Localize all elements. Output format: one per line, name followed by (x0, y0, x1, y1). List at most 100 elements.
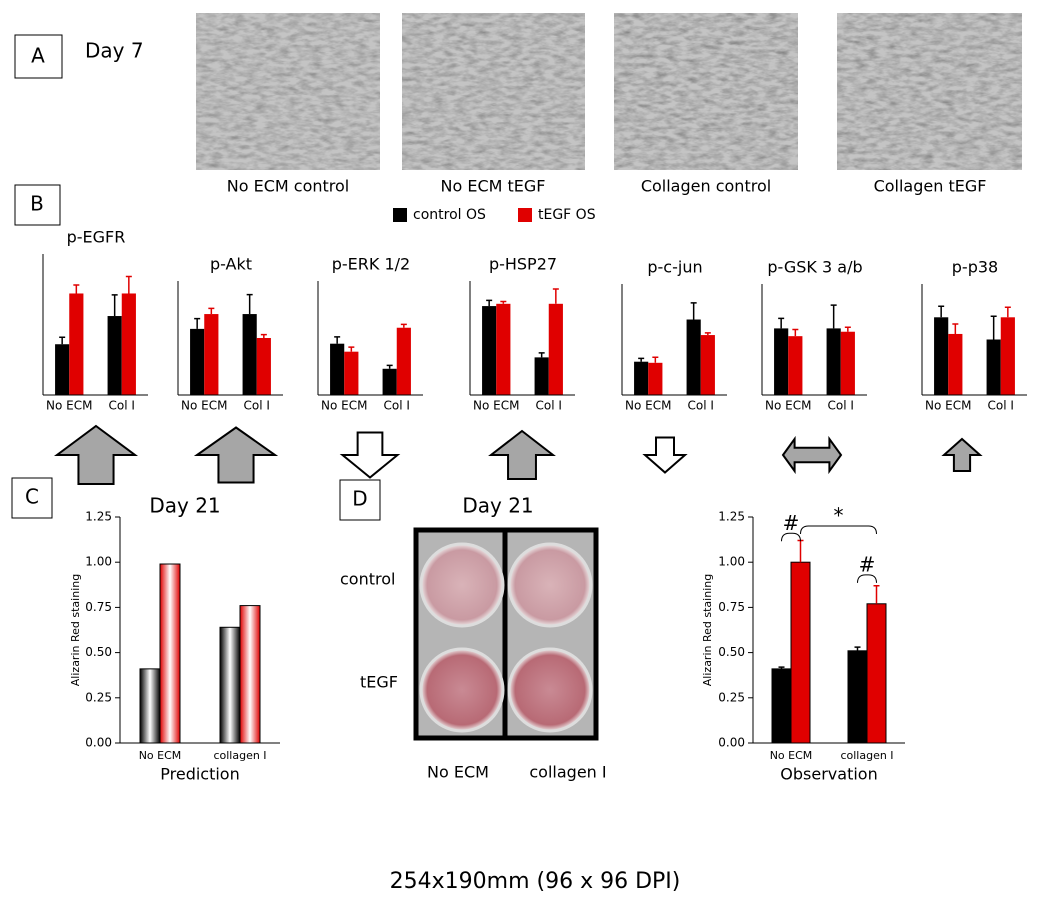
x-tick-label: No ECM (625, 399, 671, 413)
bar (771, 668, 792, 744)
bar (686, 319, 701, 395)
annotation: # (859, 552, 876, 576)
error-bar (125, 275, 132, 294)
legend-label: control OS (413, 207, 486, 223)
bar (548, 303, 563, 395)
x-tick-label: Col I (988, 399, 1014, 413)
legend-swatch (393, 208, 407, 222)
arrow (781, 435, 843, 475)
micrograph-texture (837, 13, 1022, 170)
x-tick-label: Col I (828, 399, 854, 413)
error-bar (73, 284, 80, 294)
annotation: # (783, 511, 800, 535)
x-tick-label: collagen I (213, 749, 266, 762)
bracket (800, 525, 877, 535)
panel-label: B (30, 192, 44, 216)
panel-label-box (11, 477, 53, 519)
caption: No ECM tEGF (441, 177, 546, 196)
x-axis-title: Prediction (160, 765, 239, 784)
bar-chart: 0.00 0.25 0.50 0.75 1.00 1.25 No ECM collagen I… (69, 494, 280, 784)
y-tick-label: 0.75 (85, 600, 112, 614)
x-tick-label: Col I (688, 399, 714, 413)
legend-swatch (518, 208, 532, 222)
error-bar (704, 332, 711, 336)
micrograph-texture (196, 13, 380, 170)
bar (239, 605, 261, 744)
arrow (488, 429, 556, 480)
y-tick-label: 1.00 (718, 555, 745, 569)
error-bar (334, 336, 341, 344)
bar (986, 339, 1001, 395)
plate (413, 527, 599, 741)
error-bar (652, 356, 659, 363)
y-tick-label: 0.25 (718, 690, 745, 704)
error-bar (873, 584, 880, 604)
bar (634, 361, 649, 395)
bar (242, 314, 257, 395)
arrow (642, 436, 688, 474)
panel-label-box (339, 479, 381, 521)
chart-title: p-EGFR (67, 228, 126, 247)
bar (382, 368, 397, 395)
bar (330, 343, 345, 395)
chart-title: Day 21 (149, 494, 220, 518)
bar-chart: No ECM Col I p-EGFR (42, 228, 148, 413)
row-label: tEGF (360, 673, 398, 692)
bar (534, 357, 549, 395)
error-bar (59, 336, 66, 345)
bar (55, 344, 70, 395)
error-bar (500, 300, 507, 304)
y-tick-label: 0.75 (718, 600, 745, 614)
error-bar (778, 317, 785, 329)
arrow (53, 424, 139, 485)
bar (496, 303, 511, 395)
bar (190, 328, 205, 395)
error-bar (1004, 306, 1011, 318)
error-bar (246, 293, 253, 315)
bar (396, 327, 411, 395)
bar (788, 336, 803, 395)
error-bar (830, 304, 837, 329)
error-bar (400, 323, 407, 328)
well (507, 647, 593, 733)
chart-title: p-ERK 1/2 (332, 255, 410, 274)
annotation: * (834, 504, 844, 528)
bar (648, 362, 663, 395)
bar-chart: No ECM Col I p-GSK 3 a/b (761, 258, 867, 413)
column-label: No ECM (427, 763, 489, 782)
error-bar (486, 299, 493, 307)
well (419, 542, 505, 628)
legend-label: tEGF OS (538, 207, 596, 223)
caption: No ECM control (227, 177, 349, 196)
arrow (339, 431, 401, 479)
y-tick-label: 0.50 (85, 645, 112, 659)
panel-label-box (14, 184, 61, 226)
x-axis-title: Observation (780, 765, 877, 784)
panel-label: A (31, 44, 45, 68)
footer: 254x190mm (96 x 96 DPI) (390, 869, 681, 894)
chart-title: p-Akt (210, 255, 252, 274)
error-bar (690, 302, 697, 320)
bar (482, 306, 497, 395)
bar (121, 293, 136, 395)
bar (1000, 317, 1015, 395)
error-bar (938, 305, 945, 318)
bracket (781, 532, 801, 542)
error-bar (552, 288, 559, 304)
bar (344, 351, 359, 395)
panel-label-box (14, 34, 63, 79)
panel-label: C (25, 485, 39, 509)
caption: Collagen control (641, 177, 771, 196)
bar (790, 561, 811, 744)
caption: Collagen tEGF (874, 177, 987, 196)
y-tick-label: 1.25 (718, 510, 745, 524)
bracket (857, 574, 877, 583)
error-bar (386, 364, 393, 369)
bar (774, 328, 789, 395)
error-bar (348, 346, 355, 352)
bar (219, 626, 241, 744)
panel-label: D (352, 487, 367, 511)
bar-chart: 0.00 0.25 0.50 0.75 1.00 1.25 No ECM collagen I… (701, 504, 905, 784)
error-bar (111, 294, 118, 317)
